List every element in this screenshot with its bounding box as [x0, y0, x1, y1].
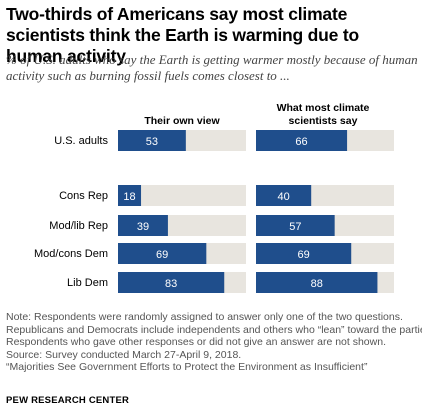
bar	[118, 243, 207, 264]
bar	[118, 130, 186, 151]
bar	[118, 272, 225, 293]
note-line-2: Republicans and Democrats include indepe…	[6, 323, 422, 336]
chart-subtitle: % of U.S. adults who say the Earth is ge…	[6, 52, 418, 83]
category-label: Mod/lib Rep	[49, 220, 108, 232]
note-line-3: Respondents who gave other responses or …	[6, 336, 386, 349]
panel-title-own-view: Their own view	[144, 115, 220, 127]
bar-value-label: 69	[156, 249, 168, 261]
bar-value-label: 57	[289, 221, 301, 233]
panel-title-scientists-line2: scientists say	[288, 115, 358, 127]
panel-title-scientists: What most climate scientists say	[254, 102, 392, 128]
chart-title: Two-thirds of Americans say most climate…	[6, 4, 359, 66]
category-label: Cons Rep	[59, 190, 108, 202]
bar-value-label: 83	[165, 278, 177, 290]
category-label: Mod/cons Dem	[34, 248, 108, 260]
category-label: U.S. adults	[54, 135, 108, 147]
report-title-line: “Majorities See Government Efforts to Pr…	[6, 361, 368, 374]
category-label: Lib Dem	[67, 277, 108, 289]
bar-value-label: 53	[146, 136, 158, 148]
bar	[256, 185, 312, 206]
bar	[256, 272, 378, 293]
bar-value-label: 88	[311, 278, 323, 290]
source-organization: PEW RESEARCH CENTER	[6, 395, 130, 406]
bar-chart: 53 66 18 40 39 57 69 69 83 88	[118, 130, 394, 293]
bar	[256, 130, 348, 151]
notes: Note: Respondents were randomly assigned…	[6, 311, 422, 374]
note-line-1: Note: Respondents were randomly assigned…	[6, 311, 403, 323]
bar-track	[118, 185, 246, 206]
bar-value-label: 66	[295, 136, 307, 148]
bar	[118, 215, 168, 236]
bar-value-label: 40	[277, 191, 289, 203]
bar	[256, 243, 352, 264]
bar-value-label: 39	[137, 221, 149, 233]
source-line: Source: Survey conducted March 27-April …	[6, 348, 242, 361]
bar-value-label: 69	[297, 249, 309, 261]
panel-title-scientists-line1: What most climate	[276, 102, 370, 114]
bar	[256, 215, 335, 236]
bar	[118, 185, 142, 206]
bar-value-label: 18	[123, 191, 135, 203]
